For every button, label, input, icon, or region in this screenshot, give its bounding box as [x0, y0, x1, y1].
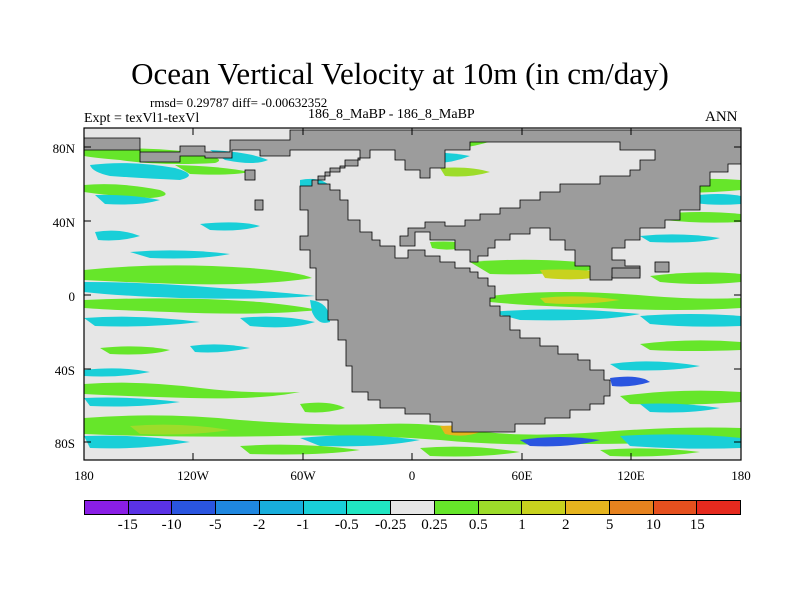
- colorbar-swatch: [566, 501, 610, 514]
- colorbar-label: 0.25: [421, 517, 448, 533]
- colorbar-swatch: [303, 501, 348, 514]
- x-tick-label: 120E: [617, 468, 645, 483]
- x-tick-label: 180: [74, 468, 94, 483]
- colorbar-swatch: [478, 501, 523, 514]
- landmass: [84, 129, 741, 433]
- colorbar-swatch: [697, 501, 741, 514]
- colorbar-label: 0.5: [468, 517, 488, 533]
- colorbar-label: -5: [209, 517, 222, 533]
- colorbar-label: -10: [161, 517, 182, 533]
- y-tick-label: 80N: [52, 141, 75, 156]
- colorbar-label: -2: [252, 517, 266, 533]
- colorbar-swatch: [85, 501, 129, 514]
- colorbar-label: -0.5: [334, 517, 359, 533]
- x-tick-label: 60W: [290, 468, 316, 483]
- season-label: ANN: [705, 109, 738, 125]
- colorbar-label: 15: [689, 517, 705, 533]
- axis-ticks: [83, 128, 742, 460]
- colorbar-label: -0.25: [374, 517, 407, 533]
- colorbar-swatch: [259, 501, 304, 514]
- y-tick-label: 80S: [54, 436, 75, 451]
- colorbar-label: -1: [296, 517, 310, 533]
- colorbar-label: 10: [645, 517, 661, 533]
- colorbar-swatch: [216, 501, 260, 514]
- colorbar-label: 2: [562, 517, 570, 533]
- experiment-label: Expt = texVl1-texVl: [84, 111, 200, 126]
- plot-title: Ocean Vertical Velocity at 10m (in cm/da…: [131, 56, 669, 91]
- colorbar-swatch: [347, 501, 392, 514]
- colorbar-label: 5: [605, 517, 614, 533]
- colorbar-swatch: [434, 501, 479, 514]
- y-tick-label: 40S: [54, 363, 75, 378]
- colorbar-swatch: [609, 501, 654, 514]
- colorbar-swatch: [128, 501, 173, 514]
- colorbar-swatch: [653, 501, 698, 514]
- colorbar: [84, 500, 741, 515]
- colorbar-swatch: [522, 501, 567, 514]
- colorbar-label: -15: [117, 517, 138, 533]
- case-label: 186_8_MaBP - 186_8_MaBP: [308, 107, 475, 122]
- colorbar-label: 1: [518, 517, 526, 533]
- y-tick-label: 40N: [52, 215, 75, 230]
- x-tick-label: 120W: [177, 468, 209, 483]
- y-tick-label: 0: [68, 289, 76, 304]
- x-tick-label: 60E: [511, 468, 533, 483]
- x-tick-label: 0: [408, 468, 416, 483]
- colorbar-swatch: [391, 501, 435, 514]
- x-tick-label: 180: [731, 468, 751, 483]
- stats-line: rmsd= 0.29787 diff= -0.00632352: [150, 95, 328, 110]
- colorbar-swatch: [172, 501, 217, 514]
